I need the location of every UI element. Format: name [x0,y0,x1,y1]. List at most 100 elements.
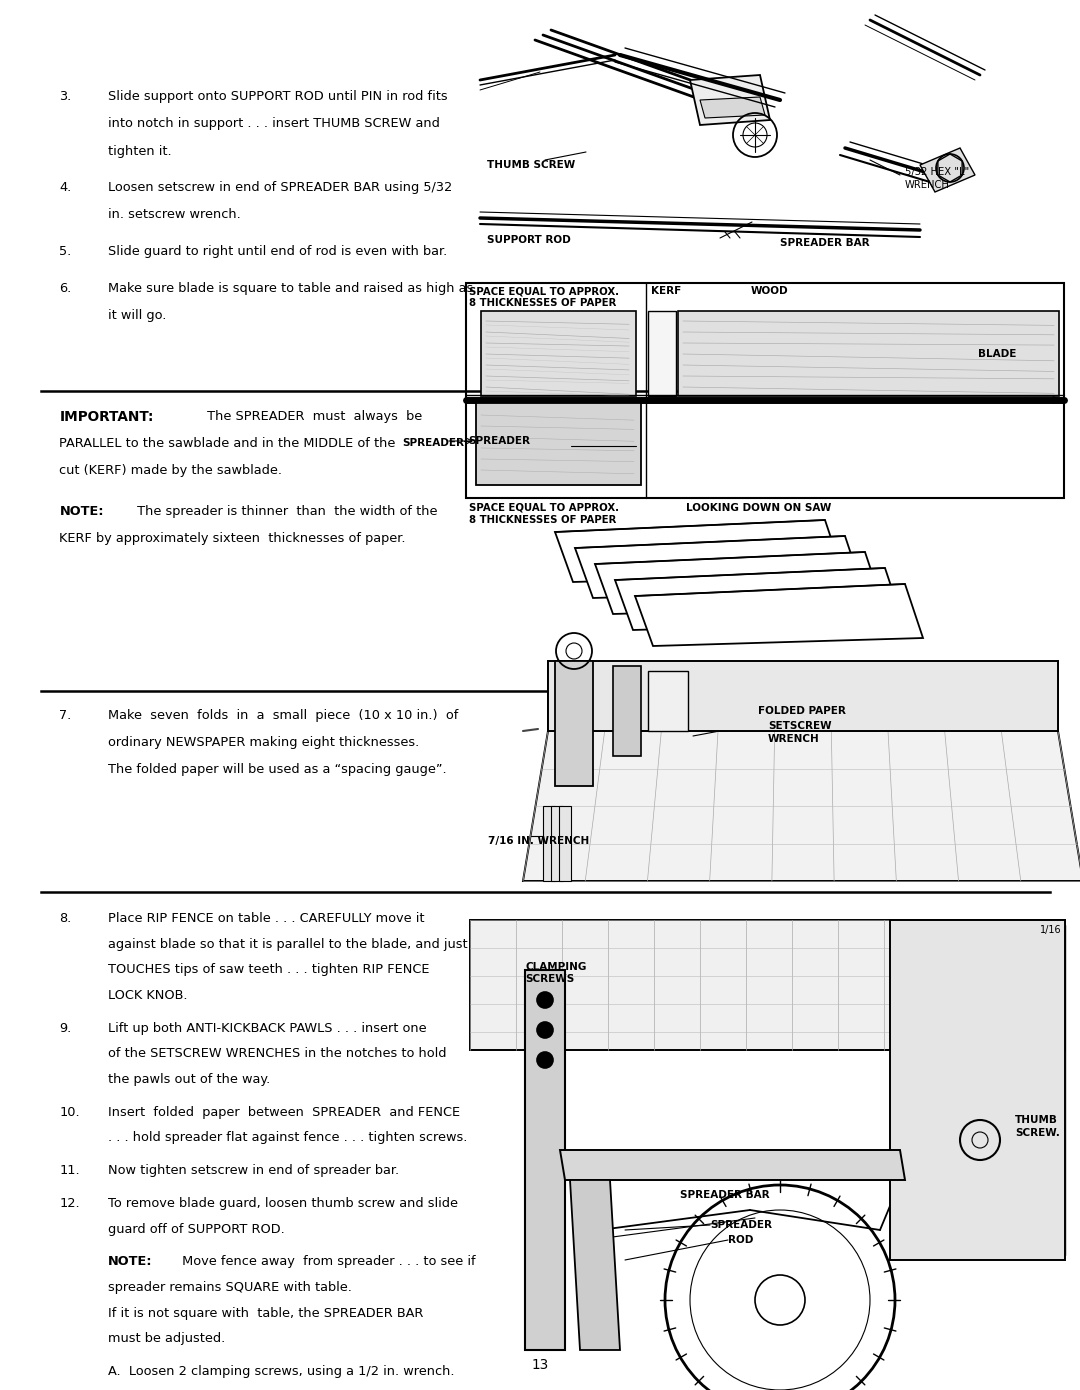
Text: Now tighten setscrew in end of spreader bar.: Now tighten setscrew in end of spreader … [108,1165,400,1177]
Text: LOCK KNOB.: LOCK KNOB. [108,990,188,1002]
Polygon shape [481,311,636,396]
Circle shape [537,1022,553,1038]
Text: 6.: 6. [59,282,71,295]
Text: of the SETSCREW WRENCHES in the notches to hold: of the SETSCREW WRENCHES in the notches … [108,1048,446,1061]
Polygon shape [678,311,1059,396]
Text: LOOKING DOWN ON SAW: LOOKING DOWN ON SAW [686,503,832,513]
Text: SPREADER: SPREADER [402,438,464,448]
Text: SPREADER: SPREADER [468,436,530,446]
Text: NOTE:: NOTE: [108,1255,152,1268]
Polygon shape [561,1150,905,1180]
Text: SCREWS: SCREWS [525,974,575,984]
Polygon shape [525,970,565,1350]
Text: A.  Loosen 2 clamping screws, using a 1/2 in. wrench.: A. Loosen 2 clamping screws, using a 1/2… [108,1365,455,1377]
Text: 5/32 HEX "L": 5/32 HEX "L" [905,167,969,177]
Text: 12.: 12. [59,1197,80,1209]
Text: CLAMPING: CLAMPING [525,962,586,972]
Text: THUMB: THUMB [1015,1115,1058,1125]
Polygon shape [635,584,923,646]
Text: PARALLEL to the sawblade and in the MIDDLE of the: PARALLEL to the sawblade and in the MIDD… [59,436,395,450]
Polygon shape [575,537,863,598]
Circle shape [537,992,553,1008]
Text: SPREADER: SPREADER [710,1220,772,1230]
Polygon shape [700,97,765,118]
Text: the pawls out of the way.: the pawls out of the way. [108,1073,270,1086]
Text: 7.: 7. [59,709,71,721]
Text: BLADE: BLADE [977,349,1016,359]
Polygon shape [613,666,642,756]
Polygon shape [570,1180,620,1350]
Text: KERF: KERF [651,286,681,296]
Text: 4.: 4. [59,181,71,195]
Text: SPACE EQUAL TO APPROX.: SPACE EQUAL TO APPROX. [469,503,619,513]
Text: Insert  folded  paper  between  SPREADER  and FENCE: Insert folded paper between SPREADER and… [108,1106,460,1119]
Text: The spreader is thinner  than  the width of the: The spreader is thinner than the width o… [133,505,437,518]
Text: SETSCREW: SETSCREW [768,721,832,731]
Text: . . . hold spreader flat against fence . . . tighten screws.: . . . hold spreader flat against fence .… [108,1131,468,1144]
Text: it will go.: it will go. [108,309,166,322]
Text: SCREW.: SCREW. [1015,1129,1059,1138]
Text: 7/16 IN. WRENCH: 7/16 IN. WRENCH [488,835,590,847]
Text: TOUCHES tips of saw teeth . . . tighten RIP FENCE: TOUCHES tips of saw teeth . . . tighten … [108,963,430,976]
Text: Make  seven  folds  in  a  small  piece  (10 x 10 in.)  of: Make seven folds in a small piece (10 x … [108,709,458,721]
Text: Lift up both ANTI-KICKBACK PAWLS . . . insert one: Lift up both ANTI-KICKBACK PAWLS . . . i… [108,1022,427,1034]
Polygon shape [690,75,770,125]
Polygon shape [595,552,883,614]
Text: guard off of SUPPORT ROD.: guard off of SUPPORT ROD. [108,1223,285,1236]
Text: If it is not square with  table, the SPREADER BAR: If it is not square with table, the SPRE… [108,1307,423,1319]
Text: Move fence away  from spreader . . . to see if: Move fence away from spreader . . . to s… [178,1255,476,1268]
Text: IMPORTANT:: IMPORTANT: [59,410,153,424]
Text: KERF by approximately sixteen  thicknesses of paper.: KERF by approximately sixteen thicknesse… [59,532,406,545]
Polygon shape [548,662,1058,731]
Text: FOLDED PAPER: FOLDED PAPER [758,706,846,716]
Text: must be adjusted.: must be adjusted. [108,1332,226,1346]
Text: Make sure blade is square to table and raised as high as: Make sure blade is square to table and r… [108,282,473,295]
Text: WOOD: WOOD [751,286,788,296]
Text: The folded paper will be used as a “spacing gauge”.: The folded paper will be used as a “spac… [108,763,447,776]
Polygon shape [890,920,1065,1259]
Text: WRENCH: WRENCH [905,179,950,190]
Text: against blade so that it is parallel to the blade, and just: against blade so that it is parallel to … [108,938,468,951]
Polygon shape [920,147,975,192]
Text: Place RIP FENCE on table . . . CAREFULLY move it: Place RIP FENCE on table . . . CAREFULLY… [108,912,424,924]
Polygon shape [470,920,1065,1049]
Text: spreader remains SQUARE with table.: spreader remains SQUARE with table. [108,1282,352,1294]
Text: 9.: 9. [59,1022,71,1034]
Text: in. setscrew wrench.: in. setscrew wrench. [108,208,241,221]
Polygon shape [615,569,903,630]
Text: To remove blade guard, loosen thumb screw and slide: To remove blade guard, loosen thumb scre… [108,1197,458,1209]
Text: Slide support onto SUPPORT ROD until PIN in rod fits: Slide support onto SUPPORT ROD until PIN… [108,90,447,103]
Text: WRENCH: WRENCH [768,734,820,744]
Text: tighten it.: tighten it. [108,145,172,157]
Polygon shape [559,806,571,881]
Text: Slide guard to right until end of rod is even with bar.: Slide guard to right until end of rod is… [108,245,447,259]
Polygon shape [543,806,555,881]
Text: SPREADER BAR: SPREADER BAR [680,1190,770,1200]
Text: The SPREADER  must  always  be: The SPREADER must always be [203,410,422,423]
Text: SUPPORT ROD: SUPPORT ROD [487,235,570,245]
Text: ROD: ROD [728,1234,754,1245]
Text: SPREADER BAR: SPREADER BAR [780,238,869,247]
Text: into notch in support . . . insert THUMB SCREW and: into notch in support . . . insert THUMB… [108,117,440,131]
Polygon shape [523,731,1080,881]
Polygon shape [476,403,642,485]
Text: 5.: 5. [59,245,71,259]
Text: 8.: 8. [59,912,71,924]
Text: cut (KERF) made by the sawblade.: cut (KERF) made by the sawblade. [59,464,282,477]
Text: 3.: 3. [59,90,71,103]
Text: Loosen setscrew in end of SPREADER BAR using 5/32: Loosen setscrew in end of SPREADER BAR u… [108,181,453,195]
Text: THUMB SCREW: THUMB SCREW [487,160,576,170]
Polygon shape [551,806,563,881]
Text: 1/16: 1/16 [1040,924,1062,935]
Text: ordinary NEWSPAPER making eight thicknesses.: ordinary NEWSPAPER making eight thicknes… [108,737,419,749]
Text: 13: 13 [531,1358,549,1372]
Polygon shape [648,311,676,396]
Text: 11.: 11. [59,1165,80,1177]
Text: 10.: 10. [59,1106,80,1119]
Text: NOTE:: NOTE: [59,505,104,518]
Polygon shape [555,520,843,582]
Text: SPACE EQUAL TO APPROX.: SPACE EQUAL TO APPROX. [469,286,619,296]
Polygon shape [648,671,688,731]
Circle shape [537,1052,553,1068]
Polygon shape [555,662,593,785]
